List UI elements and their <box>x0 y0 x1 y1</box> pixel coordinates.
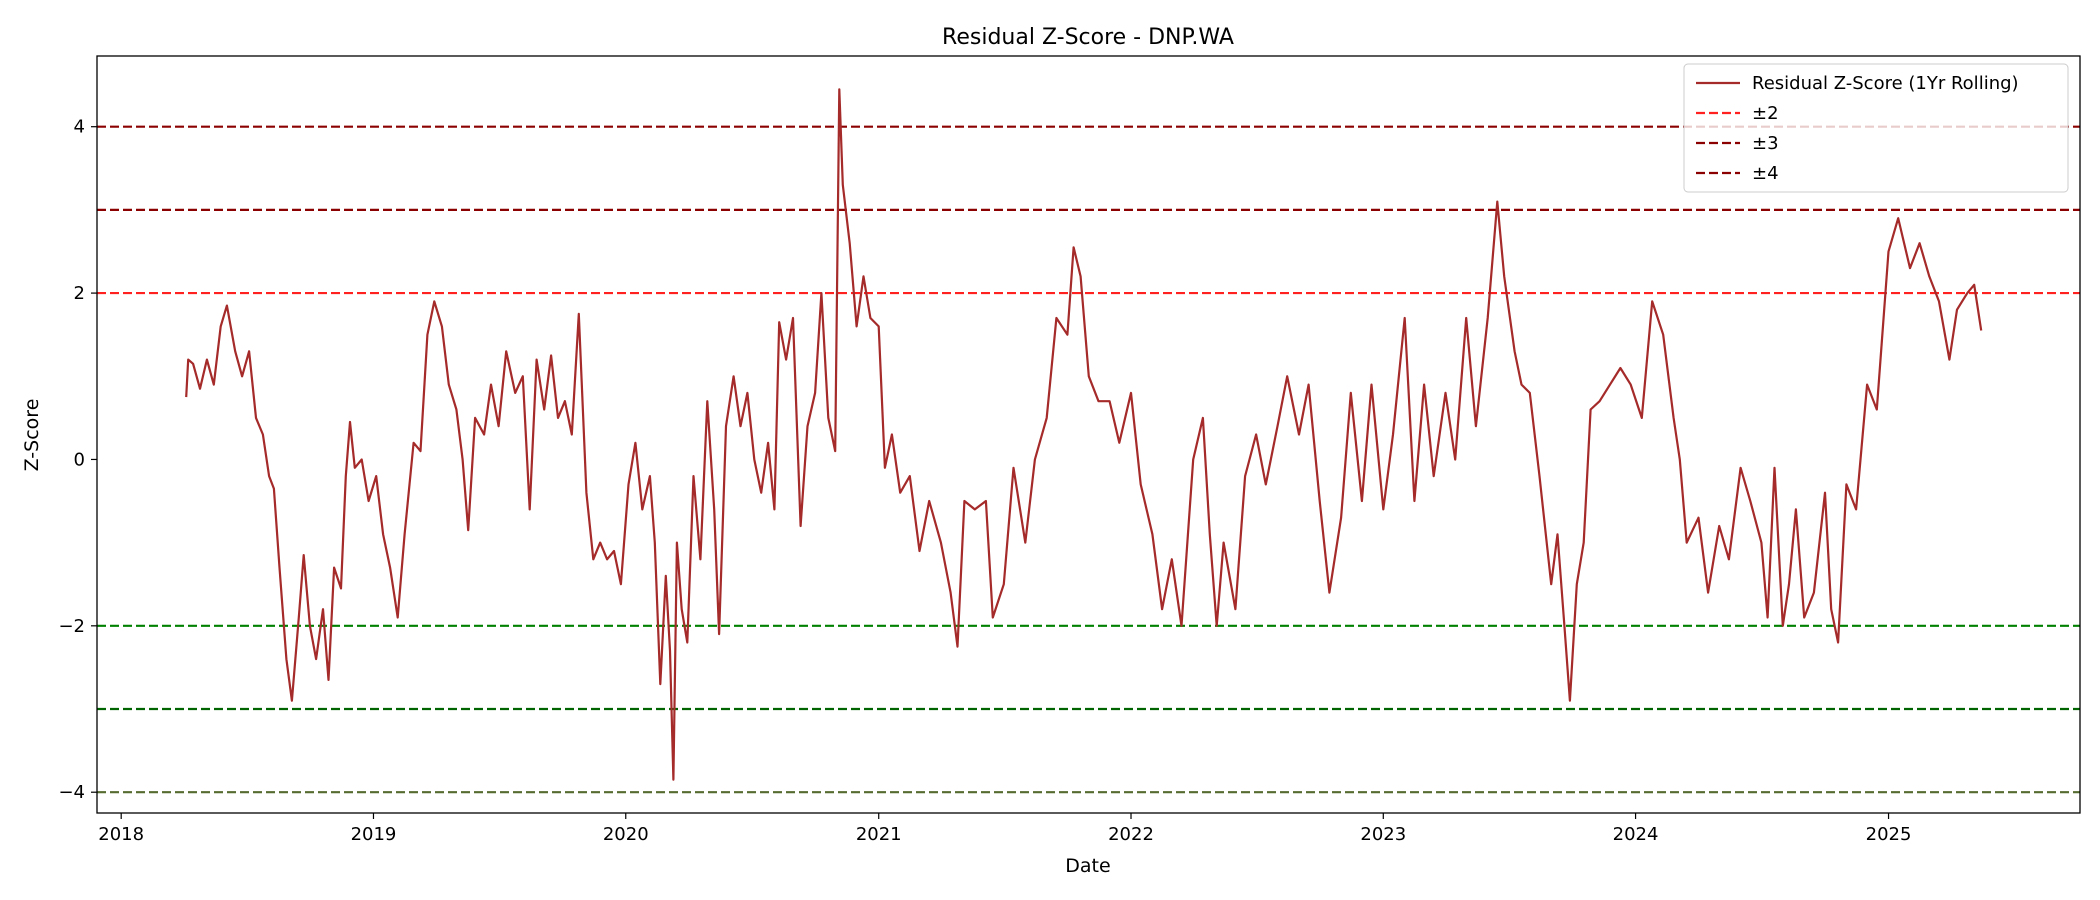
legend-label-1: ±2 <box>1752 103 1779 124</box>
y-tick-label: −4 <box>58 782 85 803</box>
y-tick-label: 0 <box>74 449 85 470</box>
x-tick-label: 2022 <box>1108 824 1154 845</box>
plot-frame <box>96 55 2081 814</box>
x-tick-label: 2025 <box>1866 824 1912 845</box>
legend: Residual Z-Score (1Yr Rolling) ±2 ±3 ±4 <box>1683 63 2069 193</box>
y-axis-label: Z-Score <box>21 399 43 472</box>
x-tick-label: 2020 <box>603 824 649 845</box>
y-axis-ticks: −4 −2 0 2 4 <box>58 117 97 803</box>
x-tick-label: 2021 <box>856 824 902 845</box>
x-tick-label: 2023 <box>1360 824 1406 845</box>
legend-box <box>1683 63 2069 193</box>
y-tick-label: −2 <box>58 616 85 637</box>
x-tick-label: 2018 <box>98 824 144 845</box>
chart-title: Residual Z-Score - DNP.WA <box>942 25 1234 50</box>
x-axis-ticks: 2018 2019 2020 2021 2022 2023 2024 2025 <box>98 813 1911 845</box>
x-tick-label: 2019 <box>351 824 397 845</box>
legend-label-2: ±3 <box>1752 133 1779 154</box>
legend-label-0: Residual Z-Score (1Yr Rolling) <box>1752 73 2019 94</box>
x-axis-label: Date <box>1065 855 1110 877</box>
series-layer <box>185 88 1983 781</box>
x-tick-label: 2024 <box>1613 824 1659 845</box>
y-tick-label: 2 <box>74 283 85 304</box>
reference-lines <box>97 125 2080 794</box>
y-tick-label: 4 <box>74 117 85 138</box>
legend-label-3: ±4 <box>1752 163 1779 184</box>
series-line-0 <box>185 88 1983 781</box>
